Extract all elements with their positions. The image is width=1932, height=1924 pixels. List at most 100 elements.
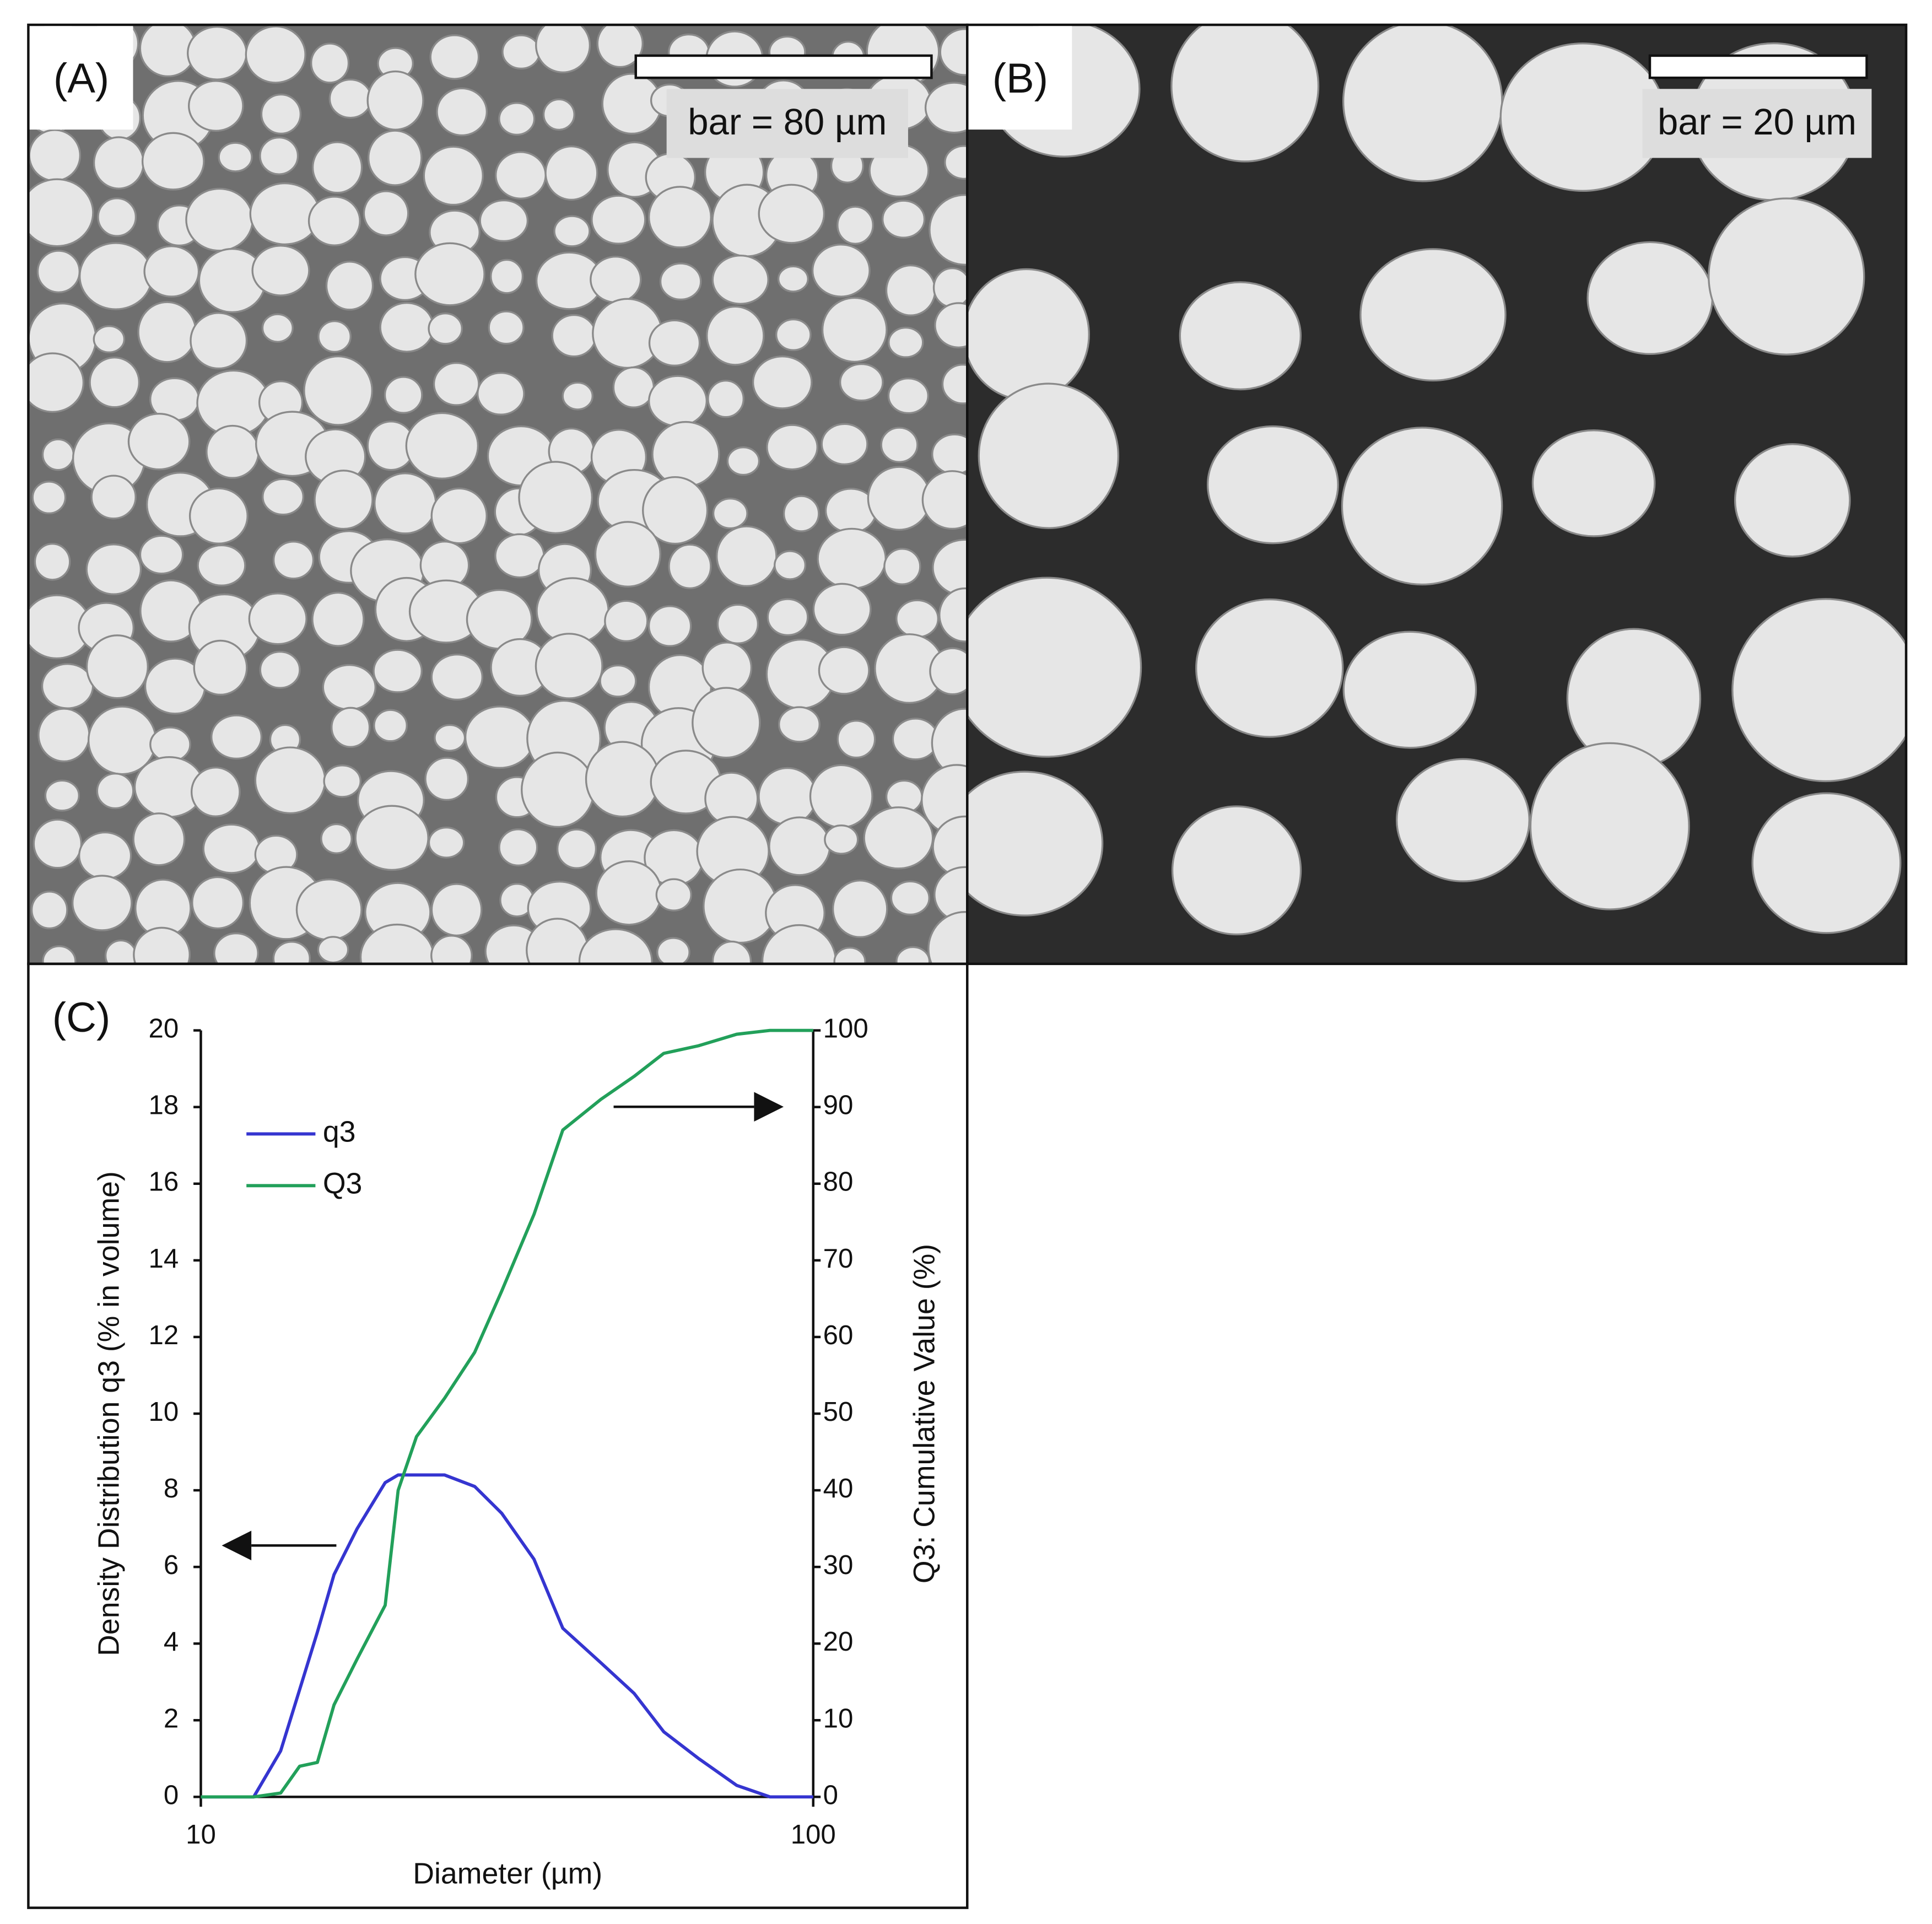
particle [766,424,818,471]
particle [311,591,365,647]
particle [307,196,361,246]
particle [1529,742,1690,910]
particle [85,543,142,595]
particle [373,649,423,693]
particle [363,190,409,236]
particle [929,193,968,266]
particle [320,823,353,854]
particle [890,880,930,916]
label-box [29,26,133,130]
particle [1359,248,1507,382]
particle [191,876,245,930]
particle [259,136,299,175]
y2-tick-label: 90 [823,1090,854,1120]
particle [867,466,931,531]
particle [1531,429,1656,537]
particle [501,34,541,70]
y-tick-label: 2 [164,1703,179,1733]
y2-tick-label: 0 [823,1780,838,1810]
particle [692,687,761,759]
particle [551,314,597,358]
particle [599,664,637,698]
particle [132,812,186,866]
particle [924,82,968,134]
panel-label: (A) [53,55,109,102]
particle [578,928,653,964]
particle [888,326,924,358]
particle [655,878,692,912]
y2-tick-label: 20 [823,1626,854,1657]
particle [892,718,939,761]
particle [659,262,702,301]
particle [193,639,248,696]
y-axis-label: Density Distribution q3 (% in volume) [92,1171,125,1656]
particle [824,824,859,855]
particle [367,130,423,186]
particle [880,427,919,463]
particle [778,706,821,743]
x-tick-label: 100 [791,1819,836,1850]
particle [553,215,591,247]
particle [354,805,429,871]
particle [498,828,538,866]
particle [921,470,968,530]
particle [477,371,525,416]
particle [837,206,874,245]
particle [430,883,483,937]
particle [211,714,263,760]
particle [833,946,866,964]
particle [782,495,820,532]
particle [591,195,646,245]
particle [262,478,305,516]
series-line [201,1028,813,1799]
y2-tick-label: 80 [823,1167,854,1197]
particle [706,305,765,366]
particle [379,301,434,353]
y2-tick-label: 60 [823,1320,854,1350]
particle [188,80,244,132]
particle [295,879,363,941]
particle [31,481,67,515]
particle [272,541,315,580]
y-tick-label: 16 [148,1167,179,1197]
y2-tick-label: 70 [823,1243,854,1274]
particle [423,145,484,206]
y2-tick-label: 10 [823,1703,854,1733]
particle [430,654,483,701]
particle [197,544,246,587]
particle [430,487,488,545]
particle [143,245,200,298]
particle [941,364,968,405]
particle [206,424,260,479]
particle [133,926,191,964]
panel-border [966,23,1908,966]
particle [93,136,145,190]
sem-image-b [967,25,1907,964]
particle [33,818,83,869]
particle [89,357,141,408]
x-axis-label: Diameter (µm) [413,1857,602,1890]
panel-border [27,962,969,1909]
particle [585,741,660,818]
particle [259,650,301,689]
particle [90,475,137,520]
particle [518,461,593,535]
particle [190,767,241,817]
scale-label-box [666,89,908,158]
particle [978,382,1120,529]
particle [716,603,759,644]
particle [479,199,529,242]
particle [331,707,371,748]
series-line [201,1473,813,1799]
particle [642,476,709,545]
particle [1342,25,1503,182]
particle [1499,42,1666,192]
particle [30,891,68,930]
particle [596,25,644,68]
particle [436,87,488,137]
particle [967,770,1104,917]
particle [139,535,184,575]
particle [428,312,463,345]
particle [817,527,887,590]
